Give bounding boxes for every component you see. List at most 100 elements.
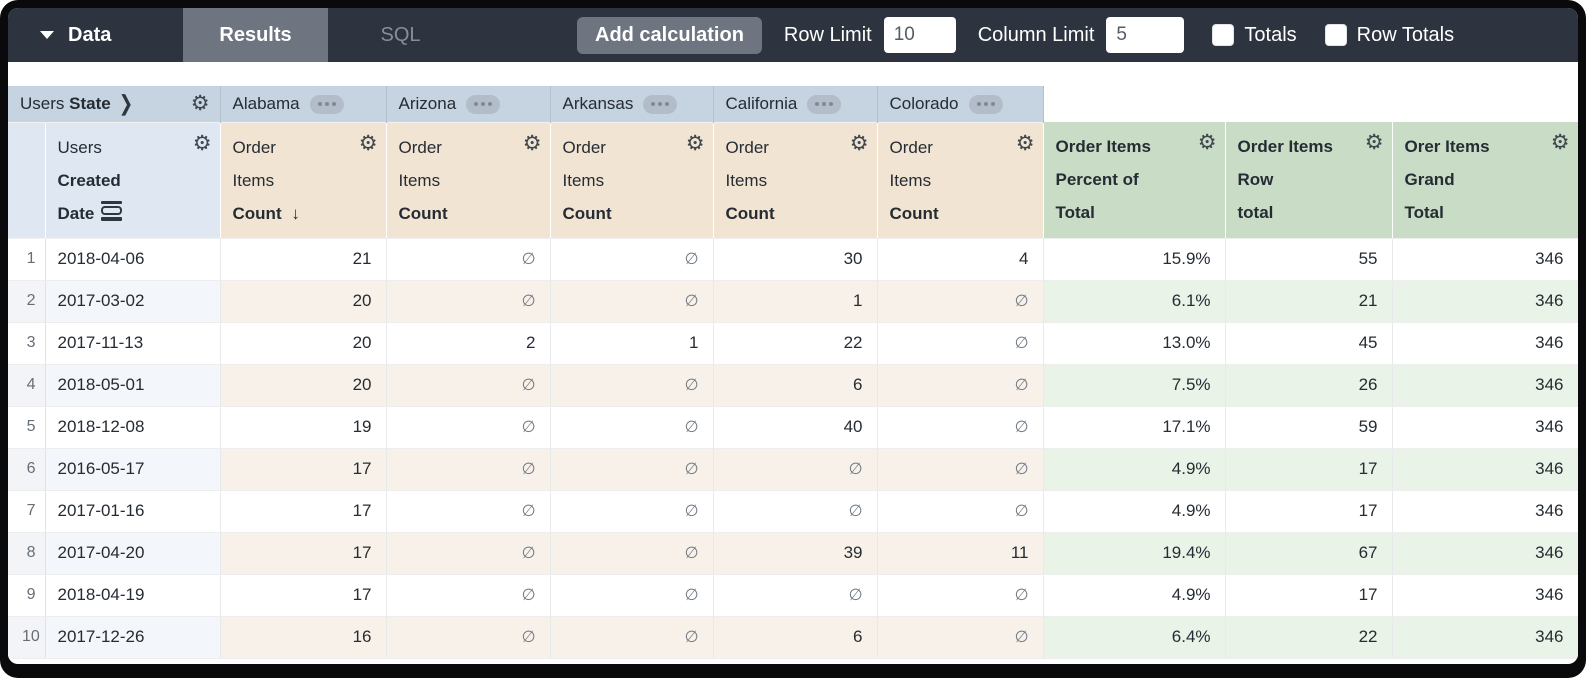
tab-sql[interactable]: SQL: [380, 23, 421, 46]
more-options-icon[interactable]: [466, 94, 501, 114]
data-cell[interactable]: 22: [713, 322, 878, 365]
data-cell[interactable]: 16: [220, 616, 387, 659]
data-cell[interactable]: 2017-12-26: [45, 616, 221, 659]
data-cell[interactable]: 346: [1392, 406, 1578, 449]
gear-icon[interactable]: ⚙: [522, 131, 542, 155]
gear-icon[interactable]: ⚙: [849, 131, 869, 155]
data-cell[interactable]: 21: [1225, 280, 1393, 323]
tab-results[interactable]: Results: [183, 8, 328, 62]
data-cell[interactable]: 15.9%: [1043, 238, 1226, 281]
pivot-dimension-header[interactable]: Users State ❯ ⚙: [8, 86, 221, 123]
gear-icon[interactable]: ⚙: [1015, 131, 1035, 155]
measure-column-header[interactable]: ⚙ Order Items Count: [713, 122, 878, 239]
data-cell[interactable]: 2017-01-16: [45, 490, 221, 533]
data-cell[interactable]: 1: [713, 280, 878, 323]
data-cell[interactable]: 346: [1392, 322, 1578, 365]
data-cell[interactable]: 11: [877, 532, 1044, 575]
gear-icon[interactable]: ⚙: [1197, 131, 1217, 154]
data-cell[interactable]: 22: [1225, 616, 1393, 659]
row-totals-checkbox[interactable]: [1324, 24, 1347, 46]
data-cell[interactable]: 2: [386, 322, 551, 365]
data-cell[interactable]: 6: [713, 616, 878, 659]
data-cell[interactable]: 40: [713, 406, 878, 449]
pivot-value-label: Arkansas: [562, 93, 634, 113]
data-cell[interactable]: 4.9%: [1043, 448, 1226, 491]
more-options-icon[interactable]: [309, 94, 344, 114]
data-cell[interactable]: 45: [1225, 322, 1393, 365]
data-cell[interactable]: 20: [220, 322, 387, 365]
data-cell[interactable]: 55: [1225, 238, 1393, 281]
data-cell[interactable]: 6: [713, 364, 878, 407]
data-cell[interactable]: 67: [1225, 532, 1393, 575]
data-cell[interactable]: 2018-04-06: [45, 238, 221, 281]
data-cell[interactable]: 17: [220, 448, 387, 491]
data-cell[interactable]: 17: [1225, 490, 1393, 533]
data-cell[interactable]: 17: [220, 532, 387, 575]
more-options-icon[interactable]: [968, 94, 1003, 114]
data-cell[interactable]: 2017-03-02: [45, 280, 221, 323]
data-cell[interactable]: 4.9%: [1043, 490, 1226, 533]
calculation-column-header[interactable]: ⚙ Orer Items Grand Total: [1392, 122, 1578, 239]
measure-column-header[interactable]: ⚙ Order Items Count ↓: [220, 122, 387, 239]
gear-icon[interactable]: ⚙: [1364, 131, 1384, 154]
data-cell[interactable]: 346: [1392, 280, 1578, 323]
data-cell[interactable]: 4: [877, 238, 1044, 281]
add-calculation-button[interactable]: Add calculation: [577, 16, 762, 54]
data-cell[interactable]: 1: [550, 322, 714, 365]
column-limit-input[interactable]: [1106, 17, 1185, 53]
data-cell: ∅: [877, 448, 1044, 491]
data-cell[interactable]: 2018-05-01: [45, 364, 221, 407]
data-cell[interactable]: 4.9%: [1043, 574, 1226, 617]
data-cell[interactable]: 2018-04-19: [45, 574, 221, 617]
more-options-icon[interactable]: [643, 94, 678, 114]
calculation-column-header[interactable]: ⚙ Order Items Percent of Total: [1043, 122, 1226, 239]
gear-icon[interactable]: ⚙: [358, 131, 378, 155]
data-cell[interactable]: 17: [1225, 574, 1393, 617]
data-cell[interactable]: 346: [1392, 616, 1578, 659]
data-cell[interactable]: 39: [713, 532, 878, 575]
data-cell[interactable]: 346: [1392, 532, 1578, 575]
data-cell[interactable]: 346: [1392, 364, 1578, 407]
data-cell[interactable]: 346: [1392, 574, 1578, 617]
data-cell[interactable]: 13.0%: [1043, 322, 1226, 365]
calculation-column-header[interactable]: ⚙ Order Items Row total: [1225, 122, 1393, 239]
data-cell[interactable]: 30: [713, 238, 878, 281]
data-cell[interactable]: 346: [1392, 490, 1578, 533]
pivot-value-header: Arkansas: [550, 86, 714, 123]
measure-column-header[interactable]: ⚙ Order Items Count: [877, 122, 1044, 239]
data-cell[interactable]: 17: [220, 490, 387, 533]
data-cell[interactable]: 2017-11-13: [45, 322, 221, 365]
gear-icon[interactable]: ⚙: [685, 131, 705, 155]
more-options-icon[interactable]: [807, 94, 842, 114]
data-cell[interactable]: 19: [220, 406, 387, 449]
data-cell[interactable]: 6.1%: [1043, 280, 1226, 323]
data-cell[interactable]: 346: [1392, 238, 1578, 281]
field-header-row: ⚙ Users Created Date ⚙ Order Items Count ↓ ⚙…: [8, 122, 1578, 239]
data-section-toggle[interactable]: Data: [8, 8, 183, 62]
gear-icon[interactable]: ⚙: [1550, 131, 1570, 154]
data-cell[interactable]: 17.1%: [1043, 406, 1226, 449]
data-cell[interactable]: 17: [1225, 448, 1393, 491]
data-cell[interactable]: 21: [220, 238, 387, 281]
data-cell[interactable]: 20: [220, 280, 387, 323]
data-cell[interactable]: 2017-04-20: [45, 532, 221, 575]
gear-icon[interactable]: ⚙: [190, 92, 210, 116]
data-cell[interactable]: 26: [1225, 364, 1393, 407]
data-cell[interactable]: 6.4%: [1043, 616, 1226, 659]
measure-column-header[interactable]: ⚙ Order Items Count: [386, 122, 551, 239]
data-cell[interactable]: 2018-12-08: [45, 406, 221, 449]
data-cell[interactable]: 7.5%: [1043, 364, 1226, 407]
measure-column-header[interactable]: ⚙ Order Items Count: [550, 122, 714, 239]
data-cell[interactable]: 59: [1225, 406, 1393, 449]
data-cell: ∅: [877, 322, 1044, 365]
data-cell[interactable]: 17: [220, 574, 387, 617]
row-limit-input[interactable]: [883, 17, 956, 53]
data-cell[interactable]: 19.4%: [1043, 532, 1226, 575]
data-cell[interactable]: 20: [220, 364, 387, 407]
data-cell[interactable]: 346: [1392, 448, 1578, 491]
totals-checkbox[interactable]: [1212, 24, 1235, 46]
gear-icon[interactable]: ⚙: [192, 131, 212, 155]
data-cell[interactable]: 2016-05-17: [45, 448, 221, 491]
data-cell: ∅: [550, 616, 714, 659]
dimension-column-header[interactable]: ⚙ Users Created Date: [45, 122, 221, 239]
